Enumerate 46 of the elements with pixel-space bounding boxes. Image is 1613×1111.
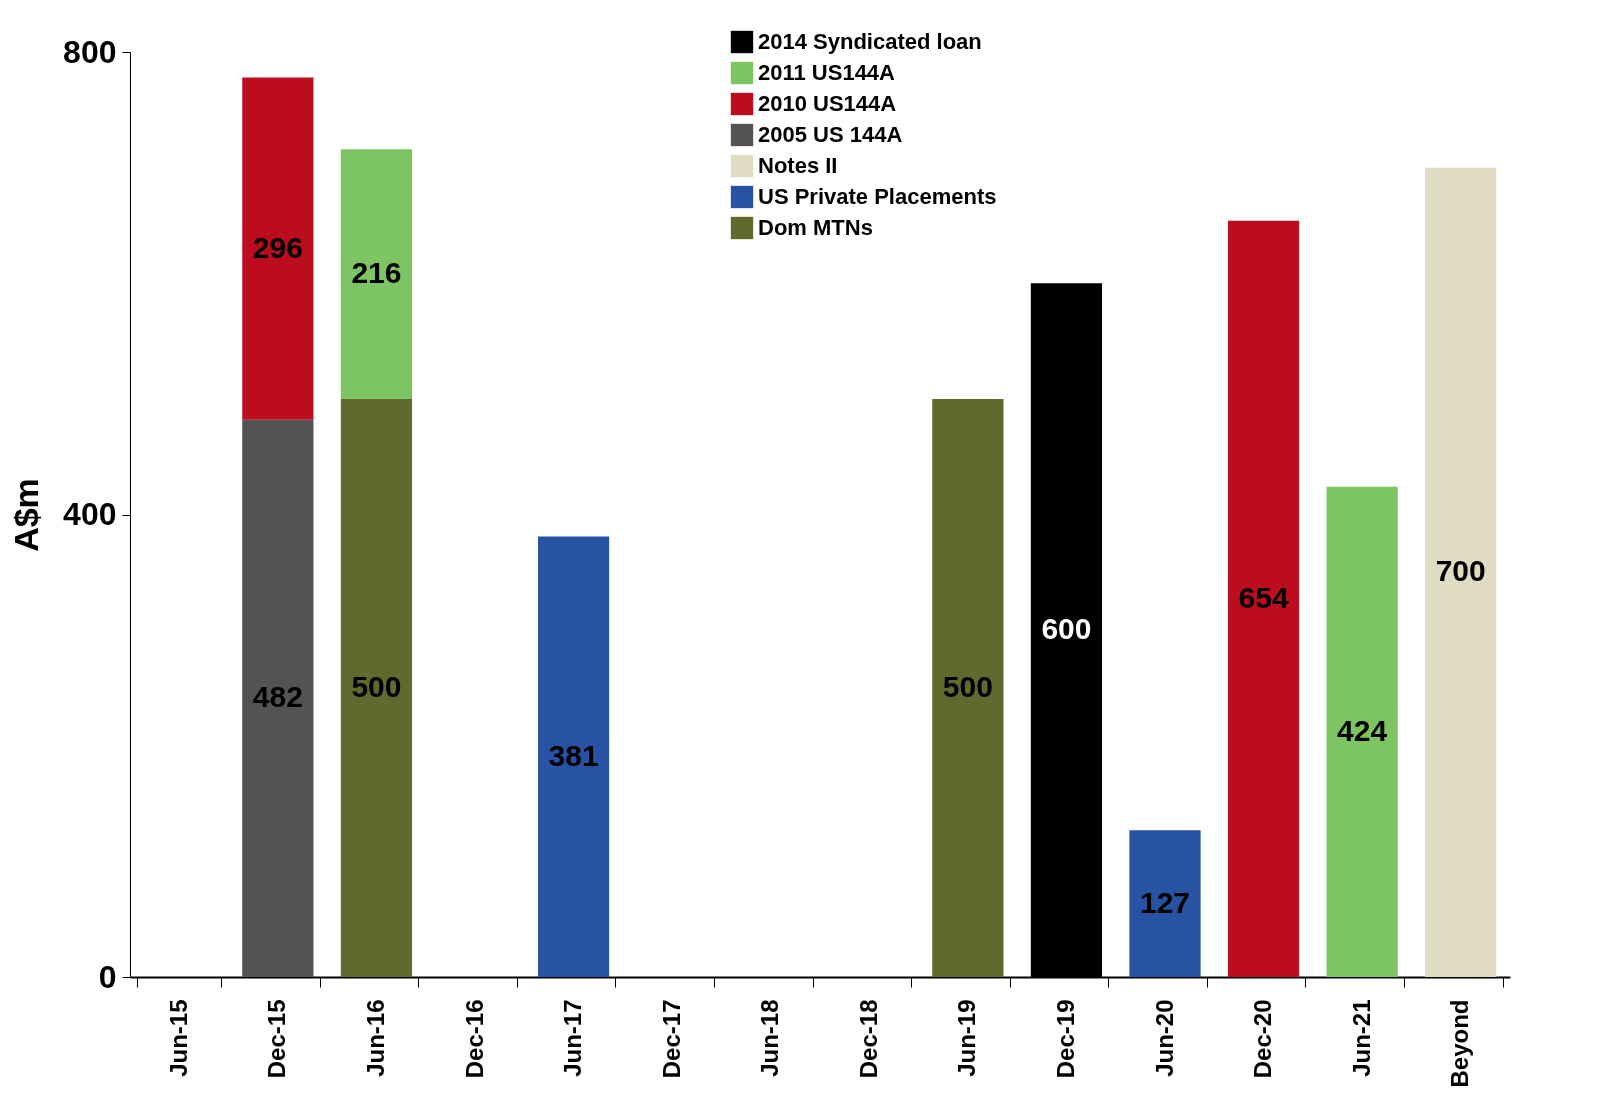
x-tick-label: Dec-15	[263, 999, 291, 1079]
legend-label: 2014 Syndicated loan	[758, 29, 982, 54]
bar	[242, 419, 314, 977]
x-tick-label: Dec-16	[460, 999, 488, 1079]
legend-label: 2011 US144A	[758, 60, 896, 85]
bar	[1227, 220, 1300, 977]
x-tick-label: Dec-19	[1051, 999, 1079, 1079]
bar	[537, 536, 610, 977]
x-tick-label: Dec-18	[854, 999, 882, 1079]
x-tick-label: Jun-16	[361, 999, 389, 1077]
x-tick-label: Beyond	[1446, 999, 1474, 1088]
data-label: 216	[351, 256, 402, 289]
bar	[340, 149, 413, 399]
x-tick-label: Jun-19	[953, 999, 981, 1077]
x-tick-label: Jun-21	[1347, 999, 1375, 1077]
y-tick-label: 800	[63, 33, 117, 70]
bar	[1129, 830, 1201, 977]
x-tick-label: Jun-20	[1150, 999, 1178, 1077]
y-axis-title: A$m	[7, 478, 46, 552]
bar	[1425, 167, 1497, 977]
legend-label: Dom MTNs	[758, 215, 873, 240]
x-tick-label: Dec-20	[1249, 999, 1277, 1079]
data-label: 381	[548, 738, 599, 772]
data-label: 424	[1337, 713, 1388, 747]
y-tick-label: 0	[98, 958, 117, 995]
data-label: 500	[942, 669, 993, 703]
data-label: 654	[1238, 580, 1289, 614]
bar	[932, 398, 1004, 977]
y-tick-label: 400	[63, 496, 117, 532]
data-label: 482	[252, 680, 303, 714]
legend-label: US Private Placements	[758, 184, 997, 209]
data-label: 127	[1139, 885, 1191, 919]
x-tick-label: Jun-17	[559, 999, 587, 1077]
legend-label: 2010 US144A	[758, 91, 897, 116]
data-label: 700	[1435, 554, 1486, 588]
data-label: 500	[351, 669, 402, 703]
bar	[1326, 486, 1398, 977]
bar	[242, 77, 314, 420]
legend-label: Notes II	[758, 153, 838, 178]
bar	[340, 398, 413, 977]
x-tick-label: Dec-17	[657, 999, 685, 1079]
data-label: 296	[252, 230, 303, 264]
x-tick-label: Jun-15	[164, 999, 192, 1077]
x-tick-label: Jun-18	[756, 999, 784, 1077]
legend-label: 2005 US 144A	[758, 122, 903, 147]
data-label: 600	[1041, 612, 1092, 646]
